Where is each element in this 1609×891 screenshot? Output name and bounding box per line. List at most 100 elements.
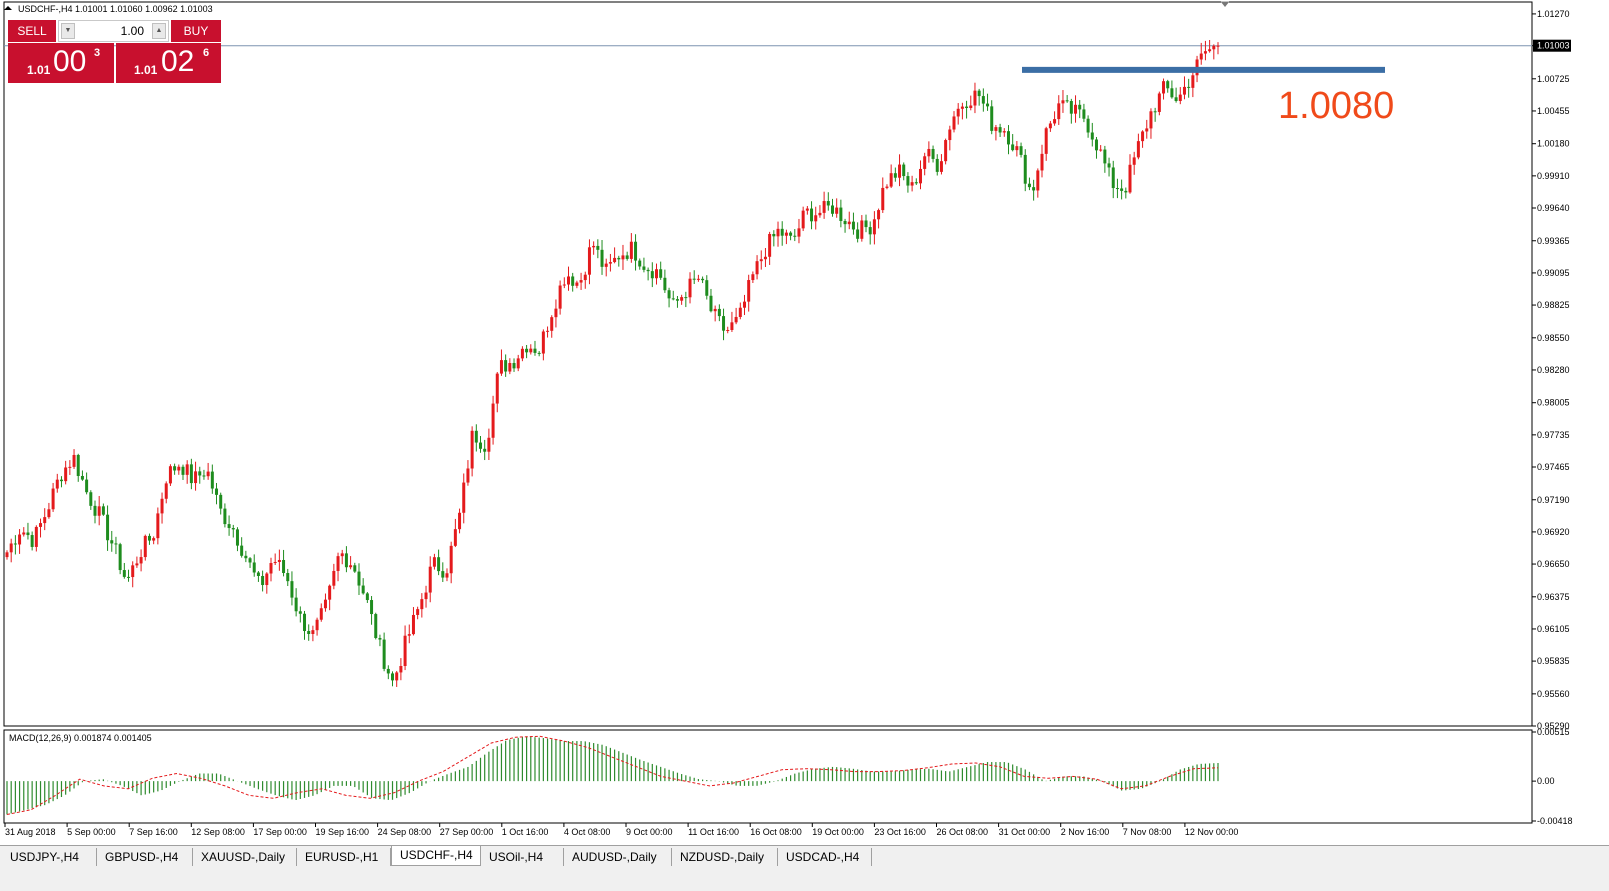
candle-body <box>600 249 604 267</box>
candle <box>1078 99 1082 119</box>
candle <box>621 244 625 270</box>
candle <box>206 462 210 480</box>
candle <box>969 95 973 111</box>
candle-body <box>298 611 302 614</box>
candle <box>659 261 663 280</box>
buy-button[interactable]: BUY <box>171 20 221 42</box>
candle-body <box>269 563 273 574</box>
candle-body <box>147 535 151 541</box>
candle-body <box>730 322 734 330</box>
candle-body <box>592 245 596 248</box>
candle <box>575 280 579 289</box>
candle-body <box>395 672 399 681</box>
candle <box>1141 130 1145 148</box>
candle-body <box>579 280 583 283</box>
candle <box>562 277 566 289</box>
candle-body <box>801 210 805 229</box>
candle-body <box>684 297 688 299</box>
candle-body <box>1178 94 1182 102</box>
candle <box>935 154 939 176</box>
candle <box>1128 154 1132 194</box>
candle-body <box>927 148 931 157</box>
chart-tab[interactable]: USOil-,H4 <box>481 848 564 866</box>
candle-body <box>956 108 960 117</box>
lot-increase-icon[interactable]: ▲ <box>152 23 166 39</box>
candle <box>76 453 80 482</box>
candle <box>675 295 679 308</box>
candle <box>512 358 516 372</box>
candle <box>717 304 721 322</box>
chart-tab[interactable]: NZDUSD-,Daily <box>672 848 778 866</box>
candle-body <box>1002 131 1006 133</box>
candle-body <box>420 599 424 610</box>
y-axis-label: 0.99640 <box>1537 203 1570 213</box>
x-axis-label: 2 Nov 16:00 <box>1061 827 1110 837</box>
buy-price-box[interactable]: 1.01 02 6 <box>116 43 221 83</box>
chart-tab[interactable]: EURUSD-,H1 <box>297 848 391 866</box>
candle-body <box>537 352 541 354</box>
candle-body <box>43 517 47 524</box>
candle <box>13 535 17 555</box>
lot-decrease-icon[interactable]: ▼ <box>61 23 75 39</box>
candle <box>210 464 214 494</box>
candle <box>55 473 59 493</box>
candle-body <box>294 597 298 612</box>
candle <box>332 563 336 590</box>
chart-tab[interactable]: USDJPY-,H4 <box>2 848 97 866</box>
sell-price-box[interactable]: 1.01 00 3 <box>8 43 114 83</box>
candle-body <box>55 479 59 489</box>
candle-body <box>51 488 55 510</box>
candle <box>730 311 734 332</box>
macd-y-label: -0.00418 <box>1537 816 1573 826</box>
candle-body <box>822 201 826 213</box>
candle <box>843 218 847 233</box>
chart-tab[interactable]: GBPUSD-,H4 <box>97 848 193 866</box>
collapse-icon[interactable] <box>4 6 12 10</box>
candle-body <box>910 182 914 186</box>
y-axis-label: 0.96650 <box>1537 559 1570 569</box>
candle-body <box>361 585 365 594</box>
candle <box>202 469 206 480</box>
candle <box>1065 95 1069 103</box>
candle-body <box>1103 149 1107 164</box>
candle-body <box>59 479 63 482</box>
chart-tab[interactable]: XAUUSD-,Daily <box>193 848 297 866</box>
candle <box>671 290 675 301</box>
candle <box>386 665 390 680</box>
candle <box>663 269 667 293</box>
candle-body <box>793 235 797 237</box>
candle <box>554 299 558 328</box>
candle-body <box>223 508 227 525</box>
candle <box>1191 68 1195 98</box>
sell-button[interactable]: SELL <box>8 20 56 42</box>
candle-body <box>252 562 256 573</box>
lot-size-input[interactable]: ▼ 1.00 ▲ <box>58 20 169 42</box>
candle-body <box>1032 187 1036 191</box>
chart-tab[interactable]: USDCAD-,H4 <box>778 848 872 866</box>
candle-body <box>654 269 658 279</box>
candle-body <box>960 106 964 109</box>
candle-body <box>22 532 26 535</box>
candle <box>759 250 763 270</box>
chart-tab[interactable]: AUDUSD-,Daily <box>564 848 672 866</box>
candle-body <box>1053 119 1057 124</box>
candle-body <box>76 454 80 477</box>
price-chart[interactable]: USDCHF-,H4 1.01001 1.01060 1.00962 1.010… <box>0 0 1609 845</box>
candle-body <box>696 278 700 280</box>
candle <box>323 593 327 612</box>
candle <box>1187 78 1191 98</box>
candle-body <box>864 220 868 228</box>
chart-area[interactable]: USDCHF-,H4 1.01001 1.01060 1.00962 1.010… <box>0 0 1609 845</box>
chart-shift-icon[interactable] <box>1221 2 1229 7</box>
candle-body <box>1120 188 1124 191</box>
candle <box>64 460 68 485</box>
y-axis-label: 1.00180 <box>1537 139 1570 149</box>
candle-body <box>143 535 147 558</box>
candle-body <box>240 545 244 556</box>
candle-body <box>512 363 516 369</box>
candle-body <box>868 227 872 235</box>
candle <box>680 294 684 305</box>
candle <box>1044 126 1048 161</box>
candle-body <box>688 278 692 298</box>
chart-tab[interactable]: USDCHF-,H4 <box>391 846 481 866</box>
